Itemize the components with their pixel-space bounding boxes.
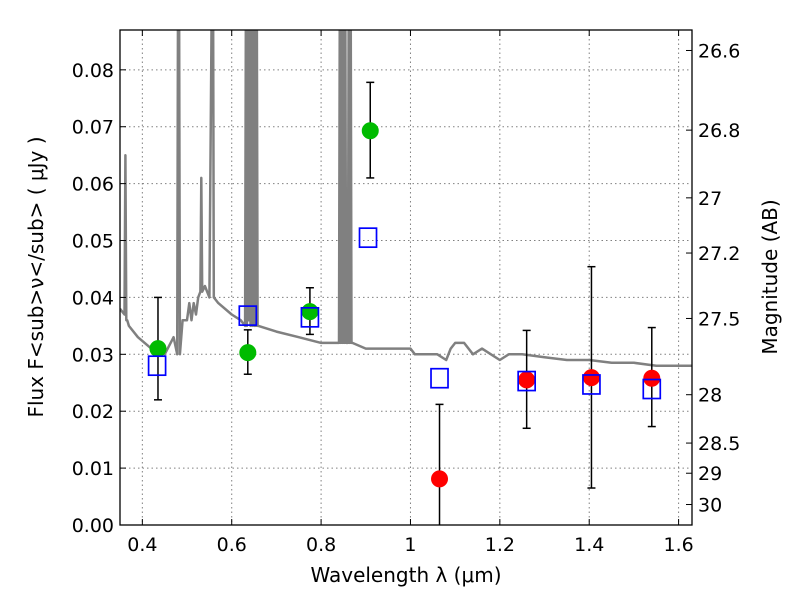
plot-frame [119, 29, 693, 526]
x-tick-label: 1.4 [574, 534, 604, 556]
y2-tick-label: 27.2 [698, 243, 740, 265]
y-tick-label: 0.00 [72, 515, 114, 537]
y-axis-title: Flux F<sub>ν</sub> ( μJy ) [24, 136, 48, 417]
data-point [582, 369, 600, 387]
y-tick-label: 0.08 [72, 60, 114, 82]
y-tick-label: 0.03 [72, 344, 114, 366]
model-photometry-marker [238, 305, 258, 326]
y2-tick-label: 29 [698, 463, 722, 485]
y-tick-label: 0.04 [72, 287, 114, 309]
y-tick-label: 0.05 [72, 231, 114, 253]
x-tick-label: 0.6 [217, 534, 247, 556]
x-tick-label: 1.2 [485, 534, 515, 556]
y2-tick-label: 28.5 [698, 433, 740, 455]
y-tick-label: 0.06 [72, 174, 114, 196]
model-spectrum-line [120, 30, 692, 367]
x-tick-label: 1.6 [663, 534, 693, 556]
data-point [301, 303, 319, 321]
data-point [643, 369, 661, 387]
y2-tick-label: 26.6 [698, 40, 740, 62]
y2-tick-label: 30 [698, 495, 722, 517]
y2-axis-title: Magnitude (AB) [758, 199, 782, 354]
model-photometry-marker [517, 370, 537, 392]
y2-axis: 26.6 26.8 27 27.2 27.5 28 28.5 29 30 [686, 40, 740, 517]
model-photometry-marker [300, 306, 320, 328]
model-photometry-marker [642, 378, 662, 400]
data-point [149, 340, 167, 358]
data-point-layer [147, 122, 662, 488]
data-point [239, 344, 257, 362]
y-tick-label: 0.01 [72, 458, 114, 480]
y2-tick-label: 28 [698, 385, 722, 407]
data-point [361, 122, 379, 140]
y-tick-label: 0.07 [72, 117, 114, 139]
x-axis: 0.4 0.6 0.8 1 1.2 1.4 1.6 [127, 30, 694, 556]
x-axis-title: Wavelength λ (μm) [310, 563, 501, 587]
x-tick-label: 0.8 [306, 534, 336, 556]
y2-tick-label: 26.8 [698, 120, 740, 142]
y2-tick-label: 27.5 [698, 308, 740, 330]
model-photometry-marker [582, 374, 601, 395]
y-tick-label: 0.02 [72, 401, 114, 423]
x-tick-label: 1 [404, 534, 416, 556]
model-photometry-marker [147, 355, 167, 377]
y2-tick-label: 27 [698, 188, 722, 210]
grid [120, 30, 692, 526]
y-axis: 0.00 0.01 0.02 0.03 0.04 0.05 0.06 0.07 0.08 [72, 60, 126, 537]
x-tick-label: 0.4 [127, 534, 157, 556]
model-photometry-marker [358, 227, 378, 249]
data-point [431, 470, 449, 488]
model-photometry-marker [430, 367, 449, 389]
model-spectrum-layer [120, 30, 692, 367]
errorbar-layer [153, 81, 656, 525]
data-point [518, 371, 536, 389]
